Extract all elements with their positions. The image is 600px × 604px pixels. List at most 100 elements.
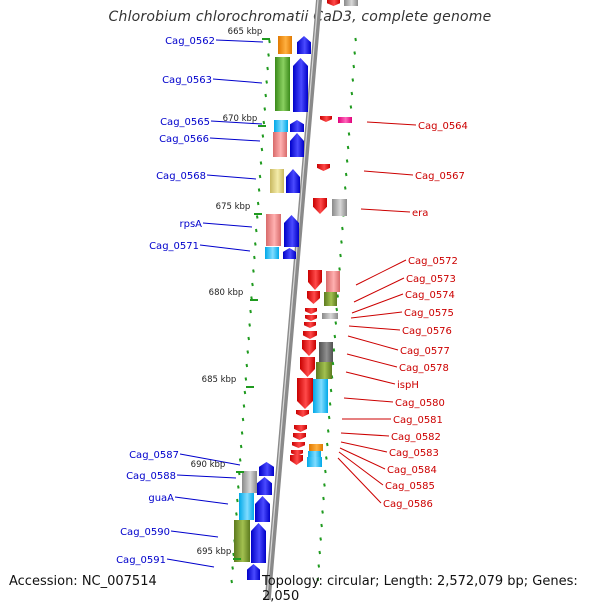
gene-category-box [273,132,287,157]
left-gene-label: Cag_0563 [162,75,212,86]
gene-labels: Cag_0562 Cag_0563 Cag_0565 Cag_0566 Cag_0568… [116,36,468,566]
left-gene-label: guaA [148,493,174,504]
tick-right [346,145,350,150]
reverse-gene-arrow [292,442,305,448]
forward-gene-arrow [297,36,311,54]
left-gene-label: rpsA [179,219,202,230]
tick-right [329,388,333,393]
reverse-gene-arrow [308,270,322,290]
right-gene-label: Cag_0572 [408,256,458,267]
tick-right [343,186,347,190]
right-leader-line [339,447,386,470]
tick-left [261,134,265,138]
forward-gene-arrow [286,169,300,193]
gene-category-box [313,379,328,413]
left-gene-label: Cag_0566 [159,134,209,145]
forward-gene-arrow [251,523,266,563]
reverse-gene-arrow [291,450,303,456]
tick-left [256,201,260,206]
left-gene-label: Cag_0590 [120,527,170,538]
left-gene-label: Cag_0588 [126,471,176,482]
right-gene-label: ispH [397,380,419,391]
backbone-highlight [266,0,319,600]
right-leader-line [346,353,398,368]
gene-category-box [326,271,340,292]
reverse-gene-arrow [297,378,313,409]
reverse-gene-arrow [290,455,303,465]
tick-left [235,512,238,516]
tick-right [331,361,335,366]
tick-right [341,226,344,231]
gene-category-box [322,313,338,319]
gene-category-box [274,120,288,132]
reverse-gene-arrow [300,357,315,377]
reverse-gene-arrow [305,315,317,321]
tick-left [232,552,235,557]
forward-gene-arrow [290,133,304,157]
tick-left [237,485,240,489]
gene-category-box [332,199,347,216]
kbp-label: 690 kbp [191,460,226,470]
tick-left [239,444,243,449]
right-leader-line [347,335,399,351]
right-leader-line [345,371,396,385]
tick-left [260,147,264,152]
tick-left [251,282,254,287]
right-leader-line [366,121,417,126]
forward-gene-arrow [259,462,274,476]
right-gene-label: Cag_0583 [389,448,439,459]
tick-right [334,321,338,325]
tick-right [321,510,324,514]
forward-gene-arrow [255,496,270,522]
right-gene-label: Cag_0581 [393,415,443,426]
tick-left [230,579,233,584]
tick-left [231,566,234,570]
tick-right [327,415,331,420]
left-leader-line [199,244,251,252]
tick-left [241,417,245,422]
tick-left [259,161,263,165]
left-leader-line [179,453,241,466]
gene-category-box [239,493,254,520]
reverse-gene-arrow [293,433,306,440]
tick-right [338,267,341,271]
tick-right [354,37,357,42]
left-leader-line [202,222,253,228]
gene-category-box [275,57,290,111]
tick-right [323,483,326,487]
tick-right [352,64,356,69]
tick-right [344,172,348,177]
reverse-gene-arrow [302,340,316,356]
reverse-gene-arrow [327,0,340,6]
tick-left [243,390,247,395]
right-leader-line [343,397,394,403]
right-gene-label: era [412,208,428,219]
right-gene-label: Cag_0574 [405,290,455,301]
left-gene-label: Cag_0562 [165,36,215,47]
tick-left [262,120,266,125]
tick-left [253,255,256,260]
right-gene-label: Cag_0585 [385,481,435,492]
tick-left [249,309,252,314]
kbp-markers: 665 kbp 670 kbp 675 kbp 680 kbp 685 kbp 690 k… [191,27,270,560]
right-gene-label: Cag_0573 [406,274,456,285]
tick-right [318,550,322,555]
tick-right [333,334,337,339]
tick-left [254,228,258,233]
right-leader-line [340,441,388,453]
right-gene-label: Cag_0567 [415,171,465,182]
tick-right [340,240,343,244]
reverse-gene-arrow [304,322,316,328]
tick-right [322,496,325,501]
right-leader-line [360,208,411,213]
right-gene-label: Cag_0576 [402,326,452,337]
gene-category-box [324,292,337,306]
tick-left [254,242,257,246]
tick-right [328,402,332,406]
reverse-gene-arrow [307,291,320,304]
gene-category-box [308,451,321,457]
tick-left [245,363,249,368]
kbp-label: 670 kbp [223,114,258,124]
reverse-gene-arrow [294,425,307,432]
